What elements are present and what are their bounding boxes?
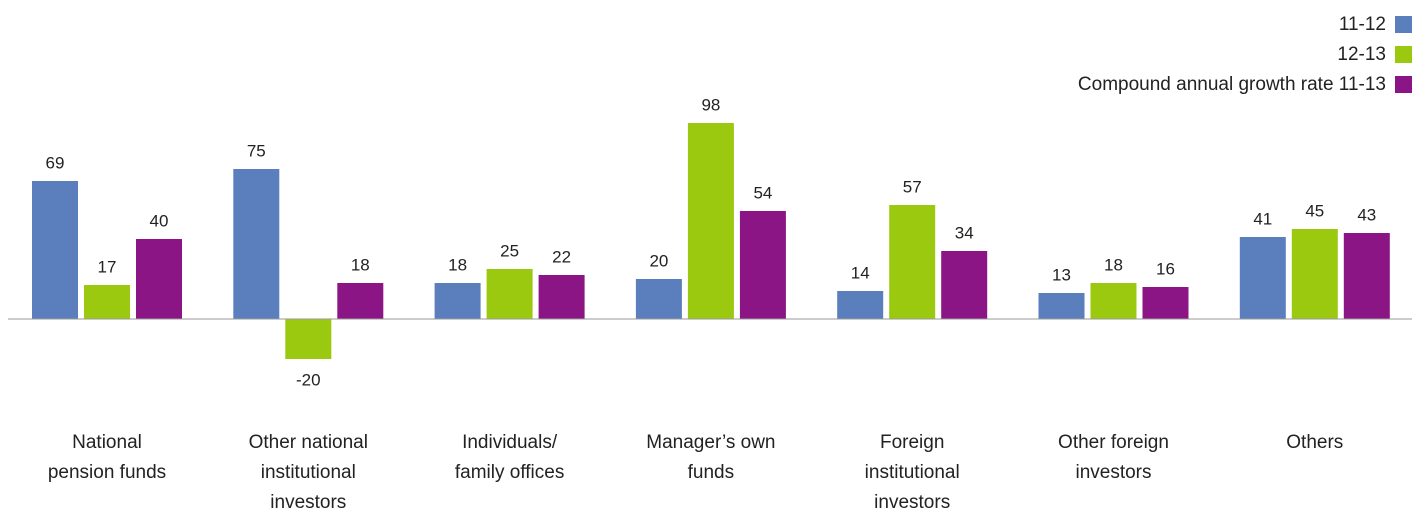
value-label: 34 [955,223,974,242]
bar [889,205,936,319]
value-label: 17 [98,257,117,276]
category-label: Others [1286,432,1344,453]
value-label: 22 [552,247,571,266]
bar [434,283,481,319]
bar [1239,237,1286,319]
legend-swatch [1395,46,1412,63]
bar [32,181,78,319]
category-label: Individuals/ family offices [454,432,565,483]
value-label: 69 [46,153,65,172]
bar [687,123,734,319]
value-label: -20 [296,370,321,389]
bar [538,275,585,319]
category-label: Other national institutional investors [248,432,368,513]
bar [337,283,384,319]
bar [1343,233,1390,319]
category-label: Foreign institutional investors [864,432,960,513]
value-label: 18 [351,255,370,274]
bar [635,279,682,319]
bar [486,269,533,319]
value-label: 18 [448,255,467,274]
category-label: Manager’s own funds [646,432,776,483]
bar [285,319,332,359]
bar [941,251,988,319]
value-label: 41 [1253,209,1272,228]
category-label: National pension funds [47,432,167,483]
value-label: 13 [1052,265,1071,284]
value-label: 98 [701,95,720,114]
bar [233,169,280,319]
bar [739,211,786,319]
value-label: 14 [851,263,870,282]
value-label: 75 [247,141,266,160]
legend-label: 12-13 [1337,44,1386,65]
legend-swatch [1395,76,1412,93]
bar [84,285,130,319]
value-label: 43 [1357,205,1376,224]
value-label: 25 [500,241,519,260]
legend-label: 11-12 [1339,14,1386,35]
value-label: 16 [1156,259,1175,278]
value-label: 54 [753,183,772,202]
bar [1038,293,1085,319]
bar [136,239,182,319]
legend-swatch [1395,16,1412,33]
value-label: 45 [1305,201,1324,220]
value-label: 57 [903,177,922,196]
value-label: 40 [150,211,169,230]
category-label: Other foreign investors [1058,432,1169,483]
bar [1291,229,1338,319]
value-label: 20 [649,251,668,270]
bar [837,291,884,319]
value-label: 18 [1104,255,1123,274]
bar [1142,287,1189,319]
legend-label: Compound annual growth rate 11-13 [1078,74,1386,95]
bar [1090,283,1137,319]
